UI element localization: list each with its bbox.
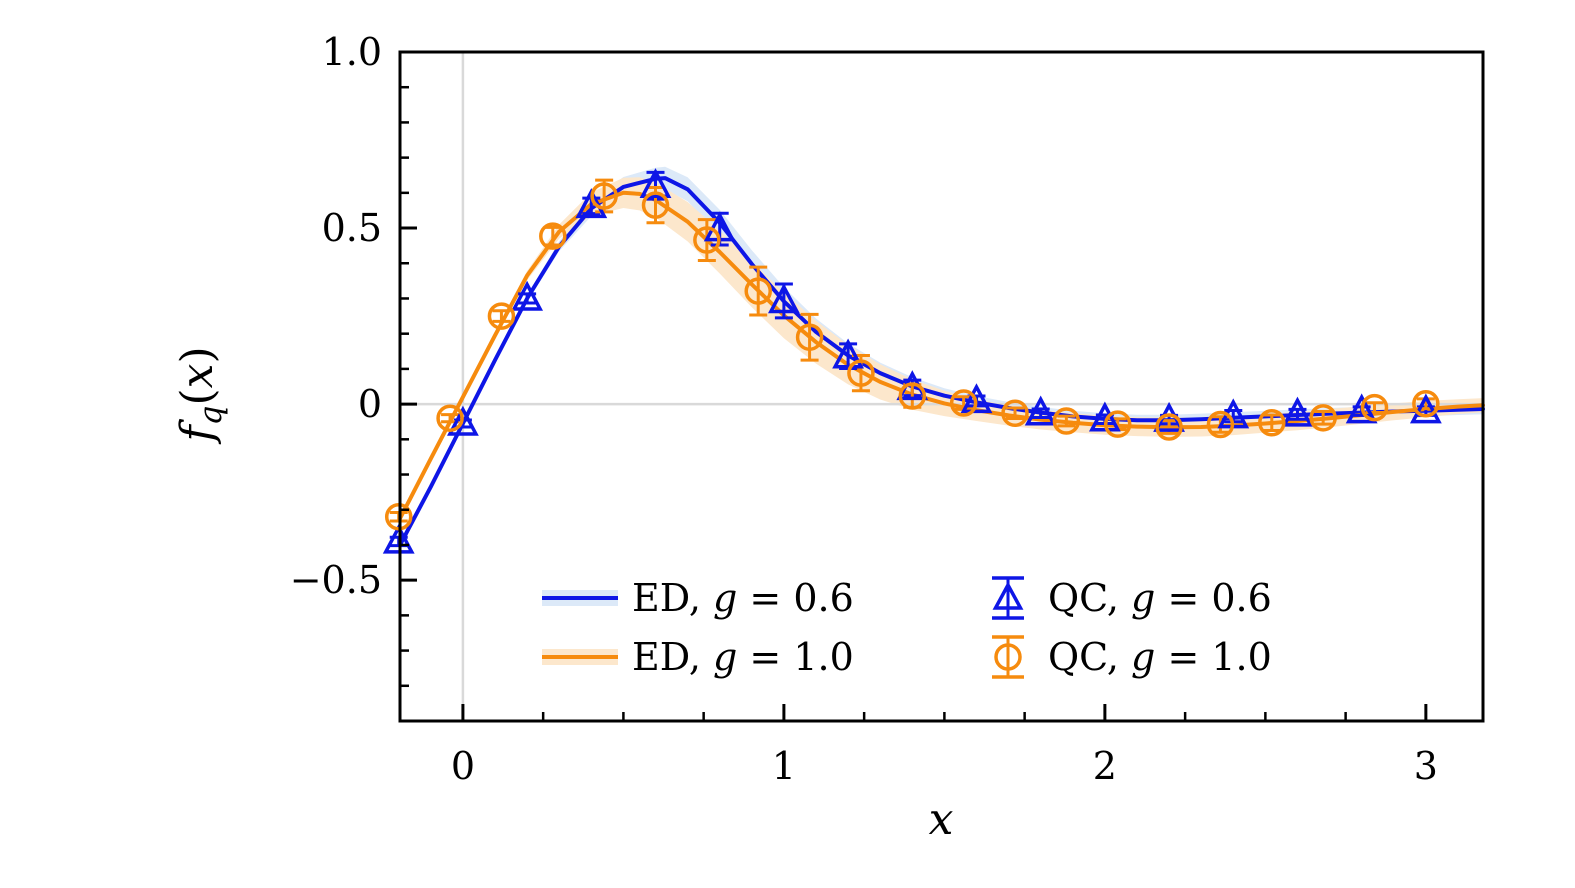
circle-marker-qc-g-1-0	[898, 382, 927, 410]
x-tick-label: 2	[1093, 744, 1117, 788]
triangle-marker-qc-g-0-6	[1024, 395, 1057, 426]
plot-area-frame	[398, 50, 1485, 723]
y-tick-label: 0.5	[322, 206, 382, 250]
circle-marker-qc-g-1-0	[1155, 413, 1183, 441]
circle-marker-qc-g-1-0	[590, 182, 618, 210]
legend-label-ed-g06: ED, g = 0.6	[632, 576, 854, 620]
y-tick-label: 1.0	[322, 30, 382, 74]
triangle-marker-qc-g-0-6	[960, 383, 993, 414]
triangle-marker-qc-g-0-6	[1409, 393, 1442, 424]
circle-marker-qc-g-1-0	[949, 389, 978, 417]
x-axis-label: x	[929, 794, 954, 845]
circle-marker-icon	[994, 643, 1022, 671]
triangle-marker-qc-g-0-6	[447, 405, 479, 436]
triangle-marker-qc-g-0-6	[639, 168, 672, 199]
circle-marker-qc-g-1-0	[1309, 404, 1337, 432]
triangle-marker-qc-g-0-6	[511, 280, 544, 311]
legend-label-qc-g10: QC, g = 1.0	[1048, 635, 1272, 679]
legend-qc-g10-marker-swatch	[992, 635, 1024, 679]
circle-marker-qc-g-1-0	[539, 222, 567, 250]
triangle-marker-qc-g-0-6	[832, 338, 865, 369]
error-bars-layer	[389, 170, 1435, 548]
x-tick-label: 1	[772, 744, 796, 788]
y-axis-label: fq(x)	[172, 346, 229, 444]
uncertainty-bands-layer	[400, 166, 1483, 548]
circle-marker-qc-g-1-0	[1360, 393, 1389, 422]
triangle-marker-qc-g-0-6	[1345, 393, 1378, 424]
x-tick-label: 0	[451, 744, 475, 788]
y-tick-label: 0	[358, 382, 382, 426]
legend: ED, g = 0.6 QC, g = 0.6 ED, g = 1.0 QC, …	[542, 576, 1272, 679]
triangle-marker-qc-g-0-6	[767, 283, 800, 314]
circle-marker-qc-g-1-0	[693, 226, 721, 254]
qc-markers-layer	[382, 168, 1442, 554]
legend-qc-g06-marker-swatch	[992, 576, 1024, 620]
circle-marker-qc-g-1-0	[1412, 390, 1440, 418]
circle-marker-qc-g-1-0	[795, 323, 824, 351]
triangle-marker-qc-g-0-6	[1088, 401, 1121, 432]
circle-marker-qc-g-1-0	[744, 277, 772, 305]
triangle-marker-icon	[992, 581, 1024, 610]
x-tick-label: 3	[1414, 744, 1438, 788]
y-tick-label: −0.5	[290, 558, 382, 602]
circle-marker-qc-g-1-0	[487, 302, 516, 330]
legend-label-qc-g06: QC, g = 0.6	[1048, 576, 1272, 620]
chart-canvas: 0 1 2 3 −0.5 0 0.5 1.0 x fq(x) ED, g = 0.6 QC, …	[172, 30, 1485, 845]
circle-marker-qc-g-1-0	[1052, 407, 1081, 435]
circle-marker-qc-g-1-0	[1206, 410, 1235, 439]
gridlines-layer	[400, 52, 1483, 721]
circle-marker-qc-g-1-0	[641, 191, 670, 219]
chart-figure: 0 1 2 3 −0.5 0 0.5 1.0 x fq(x) ED, g = 0.6 QC, …	[40, 16, 1575, 872]
circle-marker-qc-g-1-0	[436, 404, 464, 432]
circle-marker-qc-g-1-0	[1001, 399, 1029, 428]
circle-marker-qc-g-1-0	[1103, 410, 1132, 438]
tick-labels-layer: 0 1 2 3 −0.5 0 0.5 1.0	[290, 30, 1438, 788]
triangle-marker-qc-g-0-6	[1281, 396, 1314, 427]
legend-label-ed-g10: ED, g = 1.0	[632, 635, 854, 679]
circle-marker-qc-g-1-0	[847, 359, 875, 387]
circle-marker-qc-g-1-0	[1258, 409, 1286, 437]
